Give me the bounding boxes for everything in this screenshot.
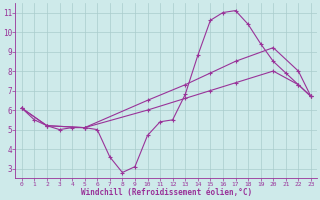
X-axis label: Windchill (Refroidissement éolien,°C): Windchill (Refroidissement éolien,°C) bbox=[81, 188, 252, 197]
